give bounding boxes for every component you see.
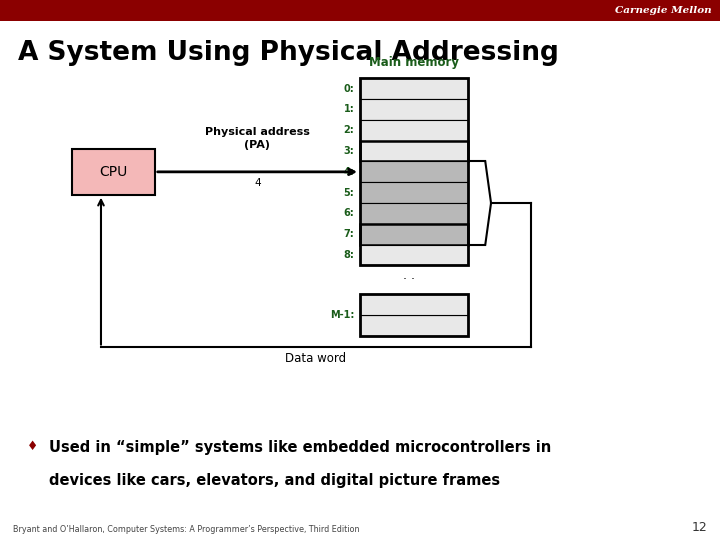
Bar bbox=[360, 294, 468, 336]
Text: Data word: Data word bbox=[285, 352, 346, 365]
Bar bbox=[360, 141, 468, 161]
Text: devices like cars, elevators, and digital picture frames: devices like cars, elevators, and digita… bbox=[49, 472, 500, 488]
Text: Main memory: Main memory bbox=[369, 56, 459, 69]
Text: 3:: 3: bbox=[343, 146, 354, 156]
Text: 6:: 6: bbox=[343, 208, 354, 219]
Bar bbox=[360, 161, 468, 183]
Bar bbox=[360, 294, 468, 315]
Text: A System Using Physical Addressing: A System Using Physical Addressing bbox=[18, 40, 559, 66]
Bar bbox=[360, 99, 468, 120]
Text: 12: 12 bbox=[691, 521, 707, 534]
Bar bbox=[360, 224, 468, 245]
Text: Physical address: Physical address bbox=[205, 127, 310, 137]
Bar bbox=[360, 315, 468, 336]
FancyBboxPatch shape bbox=[0, 0, 720, 21]
Text: M-1:: M-1: bbox=[330, 310, 354, 320]
Text: CPU: CPU bbox=[99, 165, 127, 179]
Bar bbox=[360, 78, 468, 266]
Bar bbox=[360, 78, 468, 99]
Text: 1:: 1: bbox=[343, 104, 354, 114]
Text: 4:: 4: bbox=[343, 167, 354, 177]
Text: 2:: 2: bbox=[343, 125, 354, 136]
Text: (PA): (PA) bbox=[244, 140, 271, 150]
Text: 5:: 5: bbox=[343, 187, 354, 198]
Text: 7:: 7: bbox=[343, 229, 354, 239]
Bar bbox=[360, 203, 468, 224]
Bar bbox=[360, 120, 468, 140]
Text: 8:: 8: bbox=[343, 250, 354, 260]
Text: Carnegie Mellon: Carnegie Mellon bbox=[615, 6, 711, 15]
Text: Used in “simple” systems like embedded microcontrollers in: Used in “simple” systems like embedded m… bbox=[49, 440, 552, 455]
Bar bbox=[72, 149, 155, 195]
Text: Bryant and O’Hallaron, Computer Systems: A Programmer’s Perspective, Third Editi: Bryant and O’Hallaron, Computer Systems:… bbox=[13, 524, 359, 534]
Text: . .: . . bbox=[402, 268, 415, 282]
Bar bbox=[360, 183, 468, 203]
Text: ♦: ♦ bbox=[27, 440, 38, 453]
Text: 4: 4 bbox=[254, 178, 261, 188]
Text: 0:: 0: bbox=[343, 84, 354, 94]
Bar bbox=[360, 245, 468, 266]
